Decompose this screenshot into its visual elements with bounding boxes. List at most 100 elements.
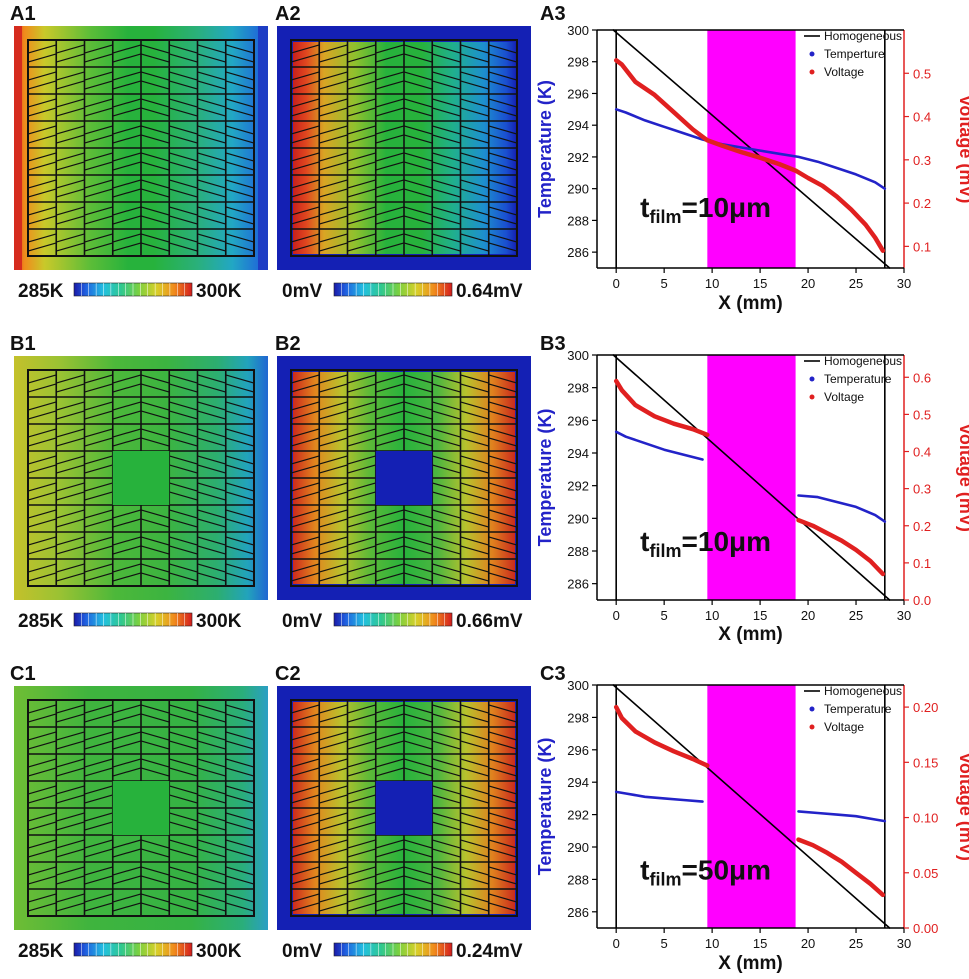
chevron-stroke bbox=[84, 731, 113, 741]
chevron-stroke bbox=[140, 401, 170, 411]
chevron-stroke bbox=[347, 821, 376, 831]
chevron-stroke bbox=[56, 767, 85, 777]
y-tick-label: 292 bbox=[567, 150, 589, 165]
chevron-stroke bbox=[432, 812, 461, 822]
chevron-stroke bbox=[290, 107, 320, 117]
chevron-stroke bbox=[140, 536, 170, 546]
scale-min-label: 0mV bbox=[282, 611, 322, 632]
chevron-stroke bbox=[432, 233, 461, 243]
chevron-stroke bbox=[319, 839, 348, 849]
chevron-stroke bbox=[197, 233, 226, 243]
chevron-stroke bbox=[225, 731, 255, 741]
chevron-stroke bbox=[84, 740, 113, 750]
grid-frame bbox=[27, 369, 255, 587]
chevron-stroke bbox=[56, 437, 85, 447]
chevron-pattern bbox=[27, 44, 255, 252]
chevron-stroke bbox=[27, 767, 57, 777]
y-tick-label: 296 bbox=[567, 86, 589, 101]
chevron-stroke bbox=[225, 767, 255, 777]
chevron-stroke bbox=[319, 563, 348, 573]
chevron-stroke bbox=[375, 410, 405, 420]
chevron-stroke bbox=[84, 464, 113, 474]
chevron-stroke bbox=[225, 518, 255, 528]
chevron-stroke bbox=[56, 188, 85, 198]
chevron-stroke bbox=[27, 848, 57, 858]
chevron-stroke bbox=[347, 383, 376, 393]
chevron-stroke bbox=[347, 536, 376, 546]
y-tick-label: 288 bbox=[567, 544, 589, 559]
chevron-stroke bbox=[432, 875, 461, 885]
chevron-stroke bbox=[84, 152, 113, 162]
chevron-stroke bbox=[403, 572, 433, 582]
chevron-stroke bbox=[319, 509, 348, 519]
grid-frame bbox=[290, 699, 518, 917]
chevron-stroke bbox=[27, 839, 57, 849]
x-tick-label: 20 bbox=[801, 608, 815, 623]
chevron-stroke bbox=[112, 98, 142, 108]
y2-tick-label: 0.4 bbox=[913, 445, 931, 460]
chevron-stroke bbox=[169, 71, 198, 81]
chevron-stroke bbox=[488, 767, 518, 777]
chevron-stroke bbox=[290, 134, 320, 144]
chevron-stroke bbox=[225, 491, 255, 501]
chevron-stroke bbox=[197, 179, 226, 189]
chevron-pattern bbox=[290, 44, 518, 252]
x-tick-label: 15 bbox=[753, 276, 767, 291]
grid-frame bbox=[27, 39, 255, 257]
chevron-stroke bbox=[225, 428, 255, 438]
chevron-stroke bbox=[112, 572, 142, 582]
chevron-stroke bbox=[225, 71, 255, 81]
chevron-stroke bbox=[56, 179, 85, 189]
chevron-stroke bbox=[488, 704, 518, 714]
y-tick-label: 290 bbox=[567, 511, 589, 526]
chevron-stroke bbox=[403, 215, 433, 225]
chevron-stroke bbox=[56, 482, 85, 492]
chevron-stroke bbox=[27, 374, 57, 384]
x-tick-label: 30 bbox=[897, 608, 911, 623]
chevron-stroke bbox=[403, 518, 433, 528]
chevron-stroke bbox=[84, 794, 113, 804]
chevron-stroke bbox=[375, 53, 405, 63]
chevron-stroke bbox=[375, 518, 405, 528]
chevron-stroke bbox=[27, 713, 57, 723]
chevron-stroke bbox=[169, 188, 198, 198]
chevron-stroke bbox=[488, 53, 518, 63]
chevron-stroke bbox=[319, 179, 348, 189]
chevron-stroke bbox=[460, 704, 489, 714]
mesh-grid bbox=[27, 39, 255, 257]
chevron-stroke bbox=[140, 740, 170, 750]
chevron-stroke bbox=[488, 125, 518, 135]
chevron-stroke bbox=[169, 464, 198, 474]
chevron-stroke bbox=[347, 482, 376, 492]
x-tick-label: 25 bbox=[849, 936, 863, 951]
chevron-stroke bbox=[197, 767, 226, 777]
chevron-stroke bbox=[169, 866, 198, 876]
chevron-stroke bbox=[84, 428, 113, 438]
chevron-stroke bbox=[460, 767, 489, 777]
chevron-stroke bbox=[460, 875, 489, 885]
panel-label: A3 bbox=[540, 3, 566, 25]
chevron-stroke bbox=[112, 428, 142, 438]
chevron-stroke bbox=[169, 374, 198, 384]
chevron-stroke bbox=[403, 374, 433, 384]
chevron-stroke bbox=[290, 758, 320, 768]
chevron-stroke bbox=[56, 794, 85, 804]
chevron-stroke bbox=[27, 455, 57, 465]
legend-swatch bbox=[809, 394, 815, 400]
chevron-stroke bbox=[197, 242, 226, 252]
chevron-stroke bbox=[225, 464, 255, 474]
chevron-stroke bbox=[84, 893, 113, 903]
chevron-stroke bbox=[169, 80, 198, 90]
y-tick-label: 300 bbox=[567, 678, 589, 693]
chevron-stroke bbox=[169, 428, 198, 438]
chevron-stroke bbox=[432, 893, 461, 903]
chevron-stroke bbox=[432, 839, 461, 849]
chevron-stroke bbox=[290, 740, 320, 750]
series-line-temperature bbox=[614, 790, 704, 803]
chevron-stroke bbox=[290, 437, 320, 447]
chevron-stroke bbox=[197, 785, 226, 795]
legend-label: Temperature bbox=[824, 372, 892, 386]
y2-tick-label: 0.5 bbox=[913, 66, 931, 81]
x-tick-label: 0 bbox=[613, 276, 620, 291]
chevron-stroke bbox=[347, 455, 376, 465]
